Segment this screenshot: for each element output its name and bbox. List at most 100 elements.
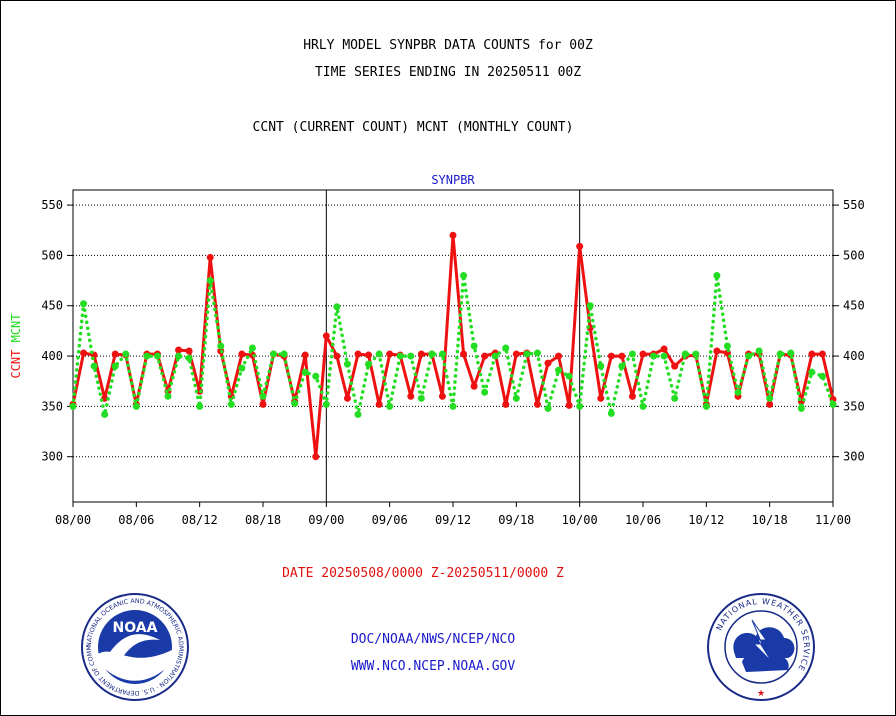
data-point-ccnt [333,352,341,360]
data-point-mcnt [122,350,130,358]
y-tick-label-left: 400 [41,349,63,363]
data-point-ccnt [111,350,119,358]
data-point-ccnt [460,350,468,358]
data-point-mcnt [723,342,731,350]
data-point-ccnt [301,351,309,359]
data-point-ccnt [671,362,679,370]
data-point-mcnt [280,350,288,358]
data-point-mcnt [766,394,774,402]
y-tick-label-right: 450 [843,299,865,313]
data-point-mcnt [396,352,404,360]
data-point-mcnt [586,302,594,310]
data-point-mcnt [523,350,531,358]
data-point-mcnt [818,372,826,380]
data-point-mcnt [460,272,468,280]
data-point-ccnt [533,400,541,408]
data-point-ccnt [470,382,478,390]
data-point-ccnt [185,347,193,355]
data-point-ccnt [607,352,615,360]
data-point-mcnt [185,354,193,362]
data-point-mcnt [618,362,626,370]
data-point-ccnt [628,392,636,400]
data-point-mcnt [428,350,436,358]
y-tick-label-left: 300 [41,450,63,464]
data-point-mcnt [101,410,109,418]
y-tick-label-right: 400 [843,349,865,363]
data-point-mcnt [248,344,256,352]
data-point-ccnt [565,401,573,409]
data-point-mcnt [312,372,320,380]
data-point-ccnt [386,350,394,358]
data-point-mcnt [417,394,425,402]
data-point-ccnt [481,352,489,360]
data-point-mcnt [259,392,267,400]
noaa-logo-text: NOAA [113,620,158,636]
data-point-mcnt [90,362,98,370]
data-point-mcnt [111,362,119,370]
series-line-ccnt [71,233,835,459]
data-point-ccnt [175,346,183,354]
y-tick-label-left: 500 [41,248,63,262]
data-point-ccnt [312,453,320,461]
data-point-mcnt [660,352,668,360]
data-point-mcnt [650,352,658,360]
data-point-mcnt [227,400,235,408]
data-point-mcnt [808,368,816,376]
data-point-mcnt [787,349,795,357]
x-tick-label: 09/12 [435,513,471,527]
date-range-label: DATE 20250508/0000 Z-20250511/0000 Z [282,566,564,581]
data-point-mcnt [449,402,457,410]
data-point-mcnt [270,350,278,358]
data-point-mcnt [745,352,753,360]
data-point-mcnt [333,303,341,311]
data-point-mcnt [713,272,721,280]
data-point-mcnt [217,342,225,350]
x-tick-label: 10/06 [625,513,661,527]
data-point-ccnt [206,253,214,261]
data-point-mcnt [343,360,351,368]
y-tick-label-right: 300 [843,450,865,464]
data-point-mcnt [829,400,837,408]
x-tick-label: 08/12 [182,513,218,527]
x-tick-label: 10/12 [688,513,724,527]
data-point-mcnt [438,350,446,358]
nco-website-link[interactable]: WWW.NCO.NCEP.NOAA.GOV [350,659,516,674]
data-point-mcnt [375,350,383,358]
data-point-ccnt [365,351,373,359]
data-point-ccnt [639,350,647,358]
data-point-ccnt [618,352,626,360]
data-point-mcnt [734,388,742,396]
chart-title: SYNPBR [431,173,475,187]
chart-legend-description: CCNT (CURRENT COUNT) MCNT (MONTHLY COUNT… [252,120,574,135]
doc-noaa-link[interactable]: DOC/NOAA/NWS/NCEP/NCO [350,632,516,647]
data-point-ccnt [808,350,816,358]
data-point-mcnt [607,409,615,417]
data-point-mcnt [80,300,88,308]
x-tick-label: 08/06 [118,513,154,527]
data-point-mcnt [576,402,584,410]
data-point-mcnt [565,372,573,380]
data-point-ccnt [259,400,267,408]
chart-title-line2: TIME SERIES ENDING IN 20250511 00Z [314,65,582,80]
data-point-ccnt [766,400,774,408]
x-tick-label: 08/18 [245,513,281,527]
x-tick-label: 09/00 [308,513,344,527]
y-tick-label-left: 550 [41,198,63,212]
data-point-mcnt [502,344,510,352]
x-tick-label: 10/00 [562,513,598,527]
y-tick-label-right: 500 [843,248,865,262]
x-tick-label: 11/00 [815,513,851,527]
data-point-ccnt [555,352,563,360]
data-point-mcnt [196,402,204,410]
data-point-mcnt [481,388,489,396]
y-tick-label-left: 350 [41,399,63,413]
data-point-ccnt [438,392,446,400]
data-point-ccnt [660,345,668,353]
chart-title-line1: HRLY MODEL SYNPBR DATA COUNTS for 00Z [303,38,593,53]
nws-logo-icon: ★ NATIONAL WEATHER SERVICE [707,593,815,701]
series-line-mcnt [71,273,835,417]
data-point-ccnt [502,400,510,408]
data-point-mcnt [702,402,710,410]
data-point-mcnt [671,394,679,402]
